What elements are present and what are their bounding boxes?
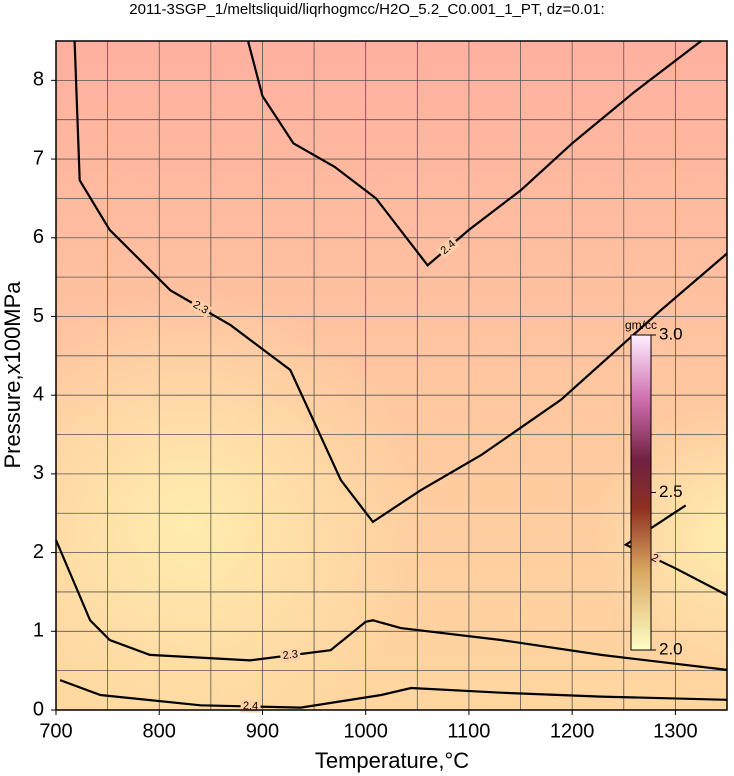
colorbar [630,334,652,651]
x-tick-label: 700 [39,720,72,742]
colorbar-title: gm/cc [625,318,657,332]
contour-label-bg [279,648,302,663]
contour-line [246,40,702,267]
y-tick-label: 8 [33,69,44,91]
contour-line [73,40,728,524]
x-tick-label: 800 [143,720,176,742]
y-tick-label: 0 [33,698,44,720]
y-tick-label: 6 [33,226,44,248]
x-tick-label: 1300 [653,720,698,742]
x-tick-label: 900 [246,720,279,742]
plot-shade [56,41,727,710]
x-tick-label: 1100 [447,720,490,742]
y-tick-label: 7 [33,147,44,169]
x-axis-label: Temperature,°C [315,748,469,773]
chart-title: 2011-3SGP_1/meltsliquid/liqrhogmcc/H2O_5… [129,1,604,18]
contour-label-bg [436,236,460,259]
plot-frame [55,40,728,711]
contour-line [59,679,728,709]
y-tick-label: 5 [33,305,44,327]
contour-line [54,539,728,671]
y-tick-label: 3 [33,462,44,484]
colorbar-tick-label: 3.0 [659,324,683,343]
y-tick-label: 4 [33,383,44,405]
colorbar-tick-label: 2.0 [659,639,683,658]
y-tick-label: 2 [33,541,44,563]
contour-label: 2.3 [282,648,299,662]
x-tick-label: 1000 [343,720,388,742]
colorbar-tick-label: 2.5 [659,482,683,501]
y-tick-label: 1 [33,620,44,642]
contour-label-bg [188,297,213,319]
y-axis-label: Pressure,x100MPa [0,281,25,469]
x-tick-label: 1200 [550,720,595,742]
